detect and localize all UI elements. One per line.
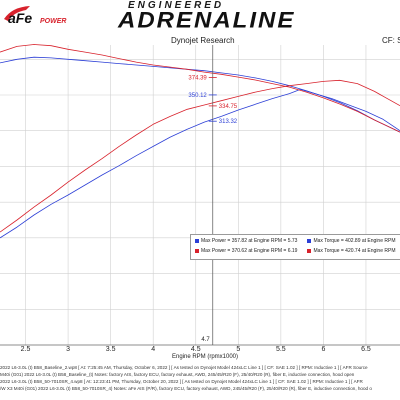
legend-swatch-blue bbox=[307, 238, 312, 243]
x-tick-label: 6.5 bbox=[361, 346, 371, 353]
series-line-blue-torque bbox=[0, 56, 400, 133]
cursor-rpm-label: 4.7 bbox=[201, 337, 210, 343]
header-banner: aFe POWER ENGINEERED ADRENALINE bbox=[0, 0, 400, 33]
x-tick-label: 5.5 bbox=[276, 346, 286, 353]
legend-swatch-red bbox=[307, 248, 312, 253]
x-tick-label: 3 bbox=[66, 346, 70, 353]
run-note-3: 2022 L6-3.0L (t) B58_50-7010SR_4.wp8 [ A… bbox=[0, 379, 363, 384]
x-tick-label: 4 bbox=[151, 346, 155, 353]
max-values-legend: Max Power = 357.82 at Engine RPM = 5.73 M… bbox=[190, 234, 400, 260]
run-note-1: 2022 L6-3.0L (t) B58_Baseline_2.wp8 [ At… bbox=[0, 365, 368, 370]
plot-area bbox=[0, 44, 400, 239]
series-line-red-torque bbox=[0, 44, 400, 133]
svg-text:aFe: aFe bbox=[8, 10, 32, 26]
legend-max-power: Max Power = 357.82 at Engine RPM = 5.73 bbox=[201, 238, 298, 244]
run-note-2: M40i (G01) 2022 L6-3.0L (t) B58_Baseline… bbox=[0, 372, 355, 377]
legend-swatch-red bbox=[195, 248, 199, 253]
cursor-value-labels: 374.39 350.12 334.75 313.32 bbox=[188, 76, 237, 126]
x-tick-label: 5 bbox=[236, 346, 240, 353]
brand-engineered: ENGINEERED bbox=[128, 0, 225, 11]
chart-grid bbox=[0, 45, 400, 346]
legend-max-torque: Max Torque = 402.89 at Engine RPM bbox=[313, 238, 396, 244]
series-line-blue-power bbox=[0, 89, 400, 239]
rpm-cursor: 4.7 bbox=[201, 45, 214, 345]
x-tick-label: 6 bbox=[321, 346, 325, 353]
legend-max-torque: Max Torque = 420.74 at Engine RPM bbox=[313, 248, 396, 254]
brand-adrenaline: ADRENALINE bbox=[118, 8, 296, 33]
legend-row-baseline: Max Power = 357.82 at Engine RPM = 5.73 M… bbox=[195, 238, 396, 244]
legend-swatch-blue bbox=[195, 238, 199, 243]
x-tick-label: 3.5 bbox=[106, 346, 116, 353]
legend-row-intake: Max Power = 370.62 at Engine RPM = 6.19 M… bbox=[195, 248, 396, 254]
run-notes: 2022 L6-3.0L (t) B58_Baseline_2.wp8 [ At… bbox=[0, 364, 400, 392]
x-axis-label: Engine RPM (rpmx1000) bbox=[172, 354, 238, 360]
cursor-value-label: 334.75 bbox=[219, 104, 238, 110]
cursor-value-label: 374.39 bbox=[188, 76, 207, 82]
run-note-4: /W X3 M40i (G01) 2022 L6-3.0L (t) B58_50… bbox=[0, 386, 372, 391]
x-tick-labels: 2.5 3 3.5 4 4.5 5 5.5 6 6.5 bbox=[21, 346, 371, 353]
afe-power-logo: aFe POWER bbox=[4, 6, 66, 26]
x-tick-label: 2.5 bbox=[21, 346, 31, 353]
cursor-value-label: 350.12 bbox=[188, 93, 207, 99]
chart-title: Dynojet Research bbox=[171, 36, 235, 45]
x-tick-label: 4.5 bbox=[191, 346, 201, 353]
svg-text:POWER: POWER bbox=[40, 18, 66, 25]
correction-factor: CF: S bbox=[382, 36, 400, 45]
cursor-value-label: 313.32 bbox=[219, 119, 238, 125]
series-line-red-power bbox=[0, 79, 400, 233]
legend-max-power: Max Power = 370.62 at Engine RPM = 6.19 bbox=[201, 248, 298, 254]
